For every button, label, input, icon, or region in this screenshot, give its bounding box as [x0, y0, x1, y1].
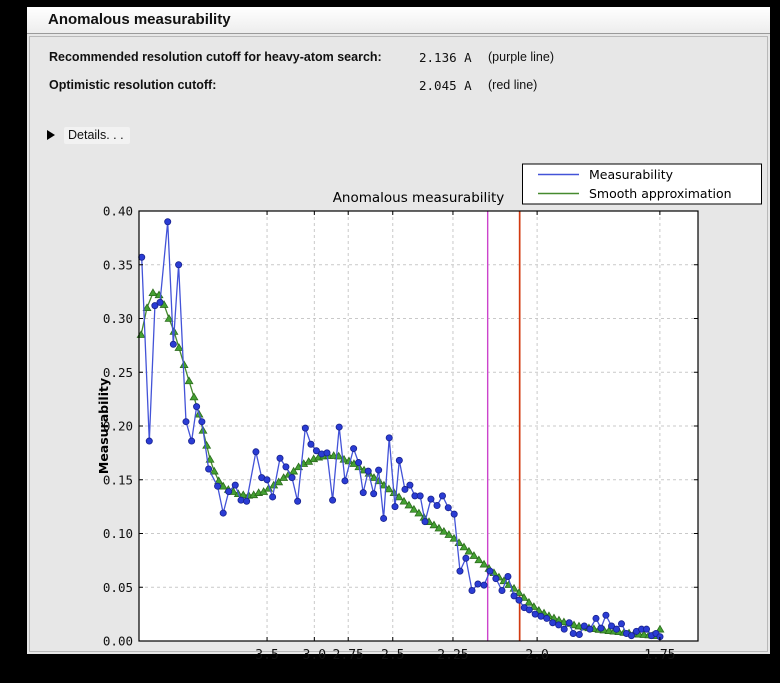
anomalous-measurability-chart: 0.00 0.05 0.10 0.15 0.20 0.25 0.30 0.35 0.40 3.5 3…	[61, 158, 771, 678]
plot-canvas: 0.000.050.100.150.200.250.300.350.403.5 3…	[96, 163, 762, 678]
report-window: Anomalous measurability Recommended reso…	[27, 7, 770, 678]
svg-text:3.0: 3.0	[303, 648, 326, 663]
svg-text:0.00: 0.00	[103, 634, 133, 649]
screen: { "window": { "title": "Anomalous measur…	[27, 7, 770, 678]
recommended-cutoff-note: (purple line)	[488, 50, 555, 64]
x-axis-label: Resolution	[381, 663, 456, 678]
measurability-markers	[138, 218, 664, 641]
plot-area	[139, 211, 698, 641]
recommended-cutoff-value: 2.136 A	[419, 50, 472, 65]
recommended-cutoff-label: Recommended resolution cutoff for heavy-…	[49, 50, 382, 64]
axis-ticks	[139, 210, 698, 642]
svg-text:0.35: 0.35	[103, 257, 133, 272]
svg-text:2.0: 2.0	[525, 648, 548, 663]
optimistic-cutoff-label: Optimistic resolution cutoff:	[49, 78, 217, 92]
details-label[interactable]: Details. . .	[64, 126, 130, 144]
svg-text:0.25: 0.25	[103, 365, 133, 380]
page-title: Anomalous measurability	[48, 11, 231, 28]
legend: Measurability Smooth approximation	[522, 163, 762, 205]
svg-text:0.40: 0.40	[103, 204, 133, 219]
details-disclosure[interactable]: Details. . .	[47, 125, 130, 145]
svg-text:0.15: 0.15	[103, 472, 133, 487]
legend-label: Measurability	[589, 167, 674, 182]
optimistic-cutoff-note: (red line)	[488, 78, 538, 92]
recommended-cutoff-row: Recommended resolution cutoff for heavy-…	[30, 50, 767, 66]
disclosure-triangle-icon[interactable]	[47, 130, 55, 140]
svg-text:0.30: 0.30	[103, 311, 133, 326]
svg-text:2.75: 2.75	[333, 648, 364, 663]
y-tick-labels: 0.00 0.05 0.10 0.15 0.20 0.25 0.30 0.35 0.40	[103, 204, 133, 649]
svg-text:0.20: 0.20	[103, 419, 133, 434]
optimistic-cutoff-row: Optimistic resolution cutoff: 2.045 A (r…	[30, 78, 767, 94]
svg-text:0.10: 0.10	[103, 526, 133, 541]
optimistic-cutoff-value: 2.045 A	[419, 78, 472, 93]
svg-text:2.5: 2.5	[381, 648, 404, 663]
y-axis-label: Measurability	[96, 378, 111, 474]
x-tick-labels: 3.5 3.0 2.75 2.5 2.25 2.0 1.75	[255, 648, 675, 663]
svg-text:1.75: 1.75	[644, 648, 675, 663]
section-header: Anomalous measurability	[27, 7, 770, 34]
chart-title: Anomalous measurability	[333, 190, 505, 206]
svg-text:0.05: 0.05	[103, 580, 133, 595]
svg-text:3.5: 3.5	[255, 648, 278, 663]
svg-text:2.25: 2.25	[437, 648, 468, 663]
summary-panel: Recommended resolution cutoff for heavy-…	[29, 36, 768, 678]
legend-label: Smooth approximation	[589, 186, 732, 201]
